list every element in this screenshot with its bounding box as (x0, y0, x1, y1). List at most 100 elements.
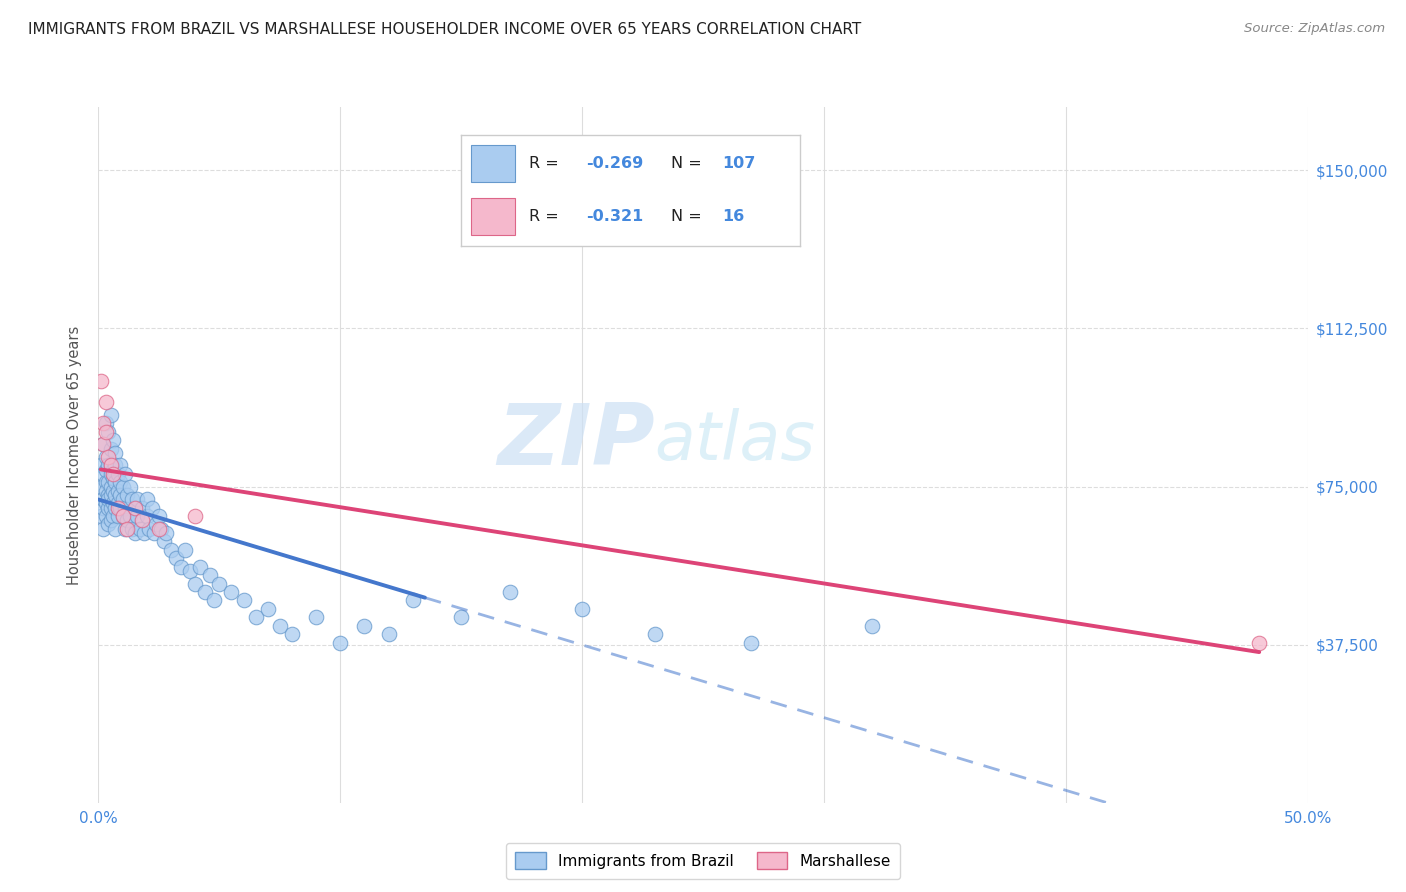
Point (101, 509, 124, 524)
Point (91, 467, 114, 481)
Text: 107: 107 (721, 156, 755, 170)
Point (124, 500, 146, 515)
Point (101, 496, 124, 510)
Point (127, 492, 149, 507)
Point (571, 602, 593, 616)
Point (107, 500, 129, 515)
Point (141, 500, 163, 515)
Point (135, 492, 157, 507)
Point (131, 513, 153, 527)
Point (245, 610, 267, 624)
Point (150, 522, 173, 536)
Point (117, 513, 139, 527)
Point (97, 475, 120, 490)
Point (208, 576, 231, 591)
Point (184, 509, 207, 524)
Point (353, 618, 375, 632)
Point (198, 568, 221, 582)
Point (94, 475, 117, 490)
Point (117, 522, 139, 536)
Point (91, 522, 114, 536)
Point (121, 492, 143, 507)
Point (148, 522, 170, 536)
Point (118, 509, 141, 524)
Point (644, 627, 666, 641)
Point (269, 618, 291, 632)
Point (107, 509, 129, 524)
Point (94, 450, 117, 464)
Point (107, 496, 129, 510)
Point (91, 417, 114, 431)
Point (94, 496, 117, 510)
Point (221, 585, 243, 599)
Point (101, 483, 124, 498)
Point (740, 635, 762, 649)
Point (104, 522, 127, 536)
Point (94, 417, 117, 431)
Point (1249, 635, 1271, 649)
Point (91, 437, 114, 451)
Point (101, 433, 124, 447)
Point (94, 483, 117, 498)
Point (179, 564, 201, 578)
Point (97, 500, 120, 515)
Point (450, 610, 472, 624)
Point (138, 522, 160, 536)
Point (143, 525, 166, 540)
Point (188, 559, 211, 574)
Point (256, 602, 278, 616)
Point (108, 488, 131, 502)
Point (107, 467, 129, 481)
Point (97, 425, 120, 439)
Text: R =: R = (529, 156, 564, 170)
Point (100, 500, 122, 515)
Point (100, 488, 122, 502)
Point (174, 542, 197, 557)
Point (184, 576, 207, 591)
Point (94, 395, 117, 409)
Point (118, 479, 141, 493)
Text: -0.321: -0.321 (586, 210, 644, 224)
Point (124, 525, 146, 540)
Point (100, 458, 122, 473)
Point (100, 513, 122, 527)
FancyBboxPatch shape (471, 145, 516, 182)
Point (97, 458, 120, 473)
Point (91, 492, 114, 507)
Point (104, 500, 127, 515)
FancyBboxPatch shape (471, 198, 516, 235)
Point (97, 450, 120, 464)
Point (155, 525, 177, 540)
Point (152, 534, 174, 549)
Point (91, 500, 114, 515)
Point (91, 437, 114, 451)
Point (134, 525, 156, 540)
Point (108, 500, 131, 515)
Point (498, 585, 520, 599)
Point (101, 467, 124, 481)
Point (121, 522, 143, 536)
Point (305, 610, 328, 624)
Point (131, 500, 153, 515)
Point (128, 522, 150, 536)
Text: atlas: atlas (655, 408, 815, 474)
Point (145, 517, 167, 532)
Point (111, 492, 134, 507)
Point (97, 488, 120, 502)
Point (90, 509, 112, 524)
Point (90, 374, 112, 388)
Point (124, 500, 146, 515)
Point (281, 627, 304, 641)
Point (114, 500, 136, 515)
Point (108, 475, 131, 490)
Point (165, 551, 187, 566)
Point (135, 509, 157, 524)
Point (90, 479, 112, 493)
Text: R =: R = (529, 210, 564, 224)
Point (232, 593, 254, 607)
Text: Source: ZipAtlas.com: Source: ZipAtlas.com (1244, 22, 1385, 36)
Point (101, 471, 124, 485)
Point (100, 442, 122, 456)
Point (111, 509, 134, 524)
Point (114, 467, 136, 481)
